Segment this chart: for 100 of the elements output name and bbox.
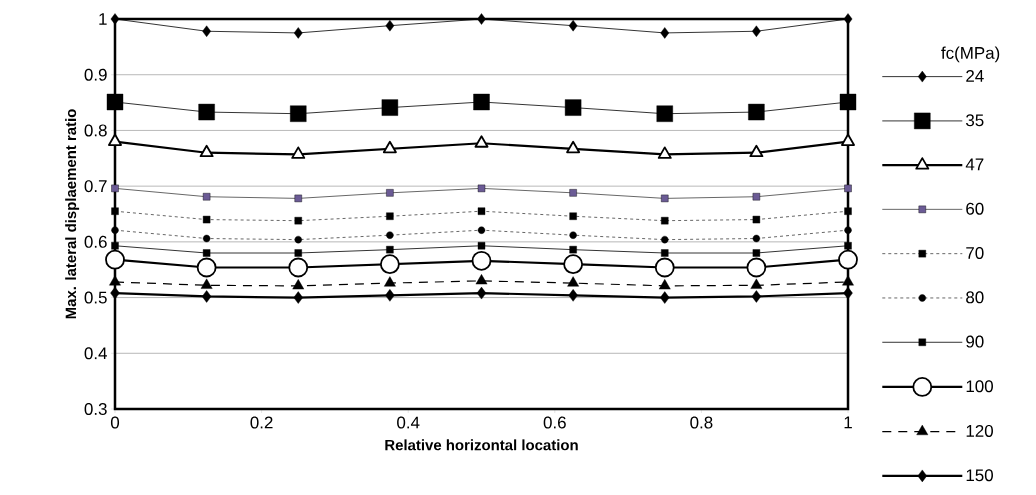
point xyxy=(566,140,581,154)
legend-label: 35 xyxy=(966,114,984,127)
point xyxy=(109,275,121,286)
point xyxy=(843,13,853,25)
y-axis-title: Max. lateral displaement ratio xyxy=(65,109,80,319)
point xyxy=(660,291,670,304)
point xyxy=(844,226,852,234)
point xyxy=(839,93,857,111)
point xyxy=(473,93,490,111)
point xyxy=(751,290,762,303)
point xyxy=(477,184,486,193)
point xyxy=(658,279,671,290)
point xyxy=(202,215,211,224)
point xyxy=(386,231,394,239)
point xyxy=(475,274,488,285)
point xyxy=(657,146,672,159)
legend-label: 70 xyxy=(966,247,984,259)
x-tick-label: 0.8 xyxy=(690,416,713,429)
point xyxy=(294,249,302,257)
point xyxy=(844,242,852,250)
point xyxy=(563,254,584,275)
point xyxy=(386,212,394,220)
point xyxy=(569,212,577,220)
x-tick-label: 1 xyxy=(844,416,852,429)
point xyxy=(477,13,486,25)
point xyxy=(381,99,399,116)
point xyxy=(746,257,767,278)
point xyxy=(569,189,577,197)
point xyxy=(105,249,125,270)
point xyxy=(111,226,119,234)
point xyxy=(294,194,302,203)
point xyxy=(471,250,492,271)
point xyxy=(568,289,578,302)
point xyxy=(196,257,217,278)
x-axis-title: Relative horizontal location xyxy=(385,439,578,451)
point xyxy=(661,194,669,203)
point xyxy=(201,290,212,303)
legend-label: 60 xyxy=(966,202,984,215)
y-tick-label: 0.7 xyxy=(84,180,107,193)
point xyxy=(106,93,124,111)
point xyxy=(661,249,669,257)
point xyxy=(569,231,577,239)
y-tick-label: 0.9 xyxy=(84,68,107,81)
point xyxy=(564,99,582,116)
point xyxy=(844,184,852,193)
point xyxy=(294,216,302,225)
point xyxy=(844,207,852,215)
x-tick-label: 0.2 xyxy=(250,416,273,429)
point xyxy=(750,278,763,289)
point xyxy=(198,103,215,121)
legend-label: 150 xyxy=(966,469,993,482)
point xyxy=(474,135,489,148)
y-tick-label: 0.8 xyxy=(84,124,107,137)
point xyxy=(202,234,211,243)
x-tick-label: 0.4 xyxy=(397,416,420,429)
legend-label: 24 xyxy=(966,69,984,82)
point xyxy=(748,103,765,121)
y-tick-label: 0.5 xyxy=(84,291,107,304)
legend-label: 90 xyxy=(966,335,984,348)
point xyxy=(660,27,670,39)
point xyxy=(752,25,761,37)
point xyxy=(661,235,669,244)
point xyxy=(752,234,761,243)
legend-label: 80 xyxy=(966,291,984,304)
point xyxy=(293,291,303,304)
point xyxy=(477,242,486,250)
point xyxy=(841,133,855,146)
x-tick-label: 0.6 xyxy=(543,416,566,429)
legend-label: 100 xyxy=(966,380,993,393)
point xyxy=(386,245,394,254)
y-tick-label: 0.3 xyxy=(84,403,107,415)
point xyxy=(290,105,307,122)
y-tick-label: 0.6 xyxy=(84,235,107,248)
point xyxy=(382,140,397,154)
point xyxy=(477,226,486,234)
point xyxy=(842,275,854,286)
point xyxy=(567,276,579,287)
point xyxy=(291,146,306,159)
x-tick-label: 0 xyxy=(110,416,120,429)
point xyxy=(288,257,309,278)
point xyxy=(661,216,669,225)
point xyxy=(200,278,213,289)
point xyxy=(379,254,400,275)
point xyxy=(111,184,119,193)
point xyxy=(111,207,119,215)
y-tick-label: 1 xyxy=(99,13,107,25)
point xyxy=(568,19,578,32)
point xyxy=(294,235,302,244)
point xyxy=(292,279,305,290)
point xyxy=(654,257,675,278)
point xyxy=(477,207,486,215)
point xyxy=(202,249,211,257)
point xyxy=(199,144,214,158)
point xyxy=(386,189,394,197)
point xyxy=(656,105,673,122)
point xyxy=(752,249,761,257)
point xyxy=(108,133,122,146)
point xyxy=(752,215,761,224)
point xyxy=(838,249,858,270)
point xyxy=(749,144,764,158)
